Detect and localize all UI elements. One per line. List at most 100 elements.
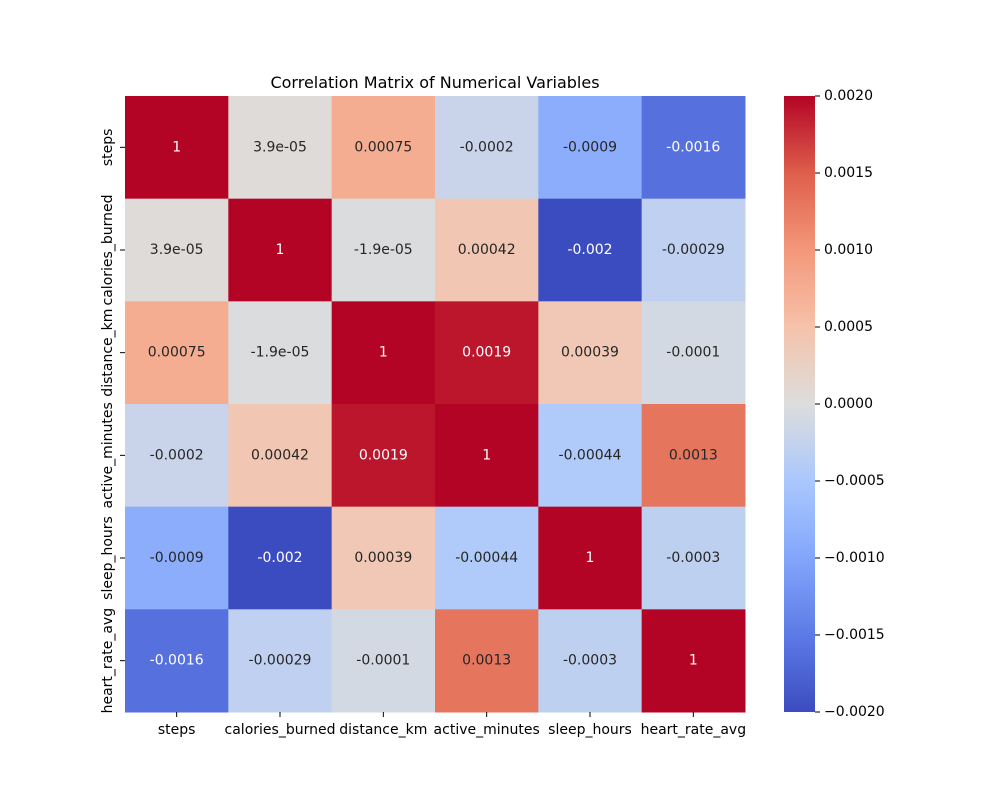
cell-annotation: 0.0019: [359, 447, 408, 463]
cell-annotation: 0.00042: [458, 242, 516, 258]
cell-annotation: 1: [689, 653, 698, 669]
heatmap-cell: [435, 198, 539, 302]
heatmap-cell: [125, 301, 229, 405]
colorbar-tick-label: 0.0005: [824, 319, 873, 335]
cell-annotation: 3.9e-05: [150, 242, 204, 258]
cell-annotation: -0.002: [257, 550, 302, 566]
x-tick-label: active_minutes: [434, 722, 540, 738]
colorbar: 0.0020 0.0015 0.0010 0.0005 0.0000 −0.0005 −0.…: [784, 88, 885, 720]
colorbar-tick-label: −0.0005: [824, 473, 885, 489]
cell-annotation: -0.0016: [666, 139, 720, 155]
x-tick-label: steps: [158, 722, 196, 738]
heatmap-cell: [331, 198, 436, 302]
x-tick-label: sleep_hours: [548, 722, 632, 738]
cell-annotation: 1: [172, 139, 181, 155]
heatmap-cell: [538, 609, 643, 713]
y-tick-label: steps: [100, 129, 116, 167]
heatmap-cell: [228, 96, 333, 200]
heatmap-cell: [125, 609, 229, 713]
cell-annotation: 0.00039: [561, 345, 619, 361]
heatmap-cell: [331, 96, 436, 200]
heatmap-cell: [228, 506, 333, 610]
heatmap-cell: [538, 506, 643, 610]
heatmap-cell: [125, 506, 229, 610]
y-tick-label: heart_rate_avg: [100, 608, 116, 714]
heatmap-cell: [641, 301, 746, 405]
heatmap-cell: [125, 198, 229, 302]
cell-annotation: 0.00039: [354, 550, 412, 566]
heatmap-cell: [641, 198, 746, 302]
heatmap-cell: [538, 301, 643, 405]
x-tick-label: distance_km: [339, 722, 427, 738]
heatmap-cell: [435, 404, 539, 508]
colorbar-gradient: [784, 96, 815, 712]
colorbar-tick-label: 0.0015: [824, 165, 873, 181]
heatmap-cell: [228, 609, 333, 713]
colorbar-tick-label: −0.0015: [824, 627, 885, 643]
heatmap-cell: [538, 96, 643, 200]
y-tick-label: sleep_hours: [100, 516, 116, 600]
cell-annotation: -0.0002: [460, 139, 514, 155]
heatmap-cell: [228, 301, 333, 405]
cell-annotation: -0.00029: [249, 653, 312, 669]
heatmap-cell: [125, 404, 229, 508]
colorbar-tick-label: 0.0020: [824, 88, 873, 104]
cell-annotation: 1: [482, 447, 491, 463]
heatmap-cell: [331, 404, 436, 508]
cell-annotation: 1: [379, 345, 388, 361]
heatmap-cell: [331, 609, 436, 713]
cell-annotation: -0.0003: [563, 653, 617, 669]
cell-annotation: 0.0013: [462, 653, 511, 669]
cell-annotation: -0.00029: [662, 242, 725, 258]
cell-annotation: -0.0001: [666, 345, 720, 361]
heatmap-cell: [331, 301, 436, 405]
cell-annotation: -0.0009: [150, 550, 204, 566]
cell-annotation: -0.0016: [150, 653, 204, 669]
heatmap-cell: [435, 301, 539, 405]
heatmap-cell: [435, 609, 539, 713]
chart-title: Correlation Matrix of Numerical Variable…: [270, 73, 599, 92]
heatmap-cell: [228, 404, 333, 508]
cell-annotation: -0.00044: [559, 447, 622, 463]
heatmap-grid: 1 3.9e-05 0.00075 -0.0002 -0.0009 -0.0016 3.9e…: [125, 96, 746, 713]
colorbar-tick-label: 0.0000: [824, 396, 873, 412]
y-tick-label: distance_km: [100, 309, 116, 397]
cell-annotation: 1: [276, 242, 285, 258]
cell-annotation: 1: [586, 550, 595, 566]
heatmap-cell: [641, 96, 746, 200]
cell-annotation: -0.0003: [666, 550, 720, 566]
cell-annotation: -0.00044: [455, 550, 518, 566]
cell-annotation: 0.0013: [669, 447, 718, 463]
cell-annotation: 0.00042: [251, 447, 309, 463]
y-axis: steps calories_burned distance_km active_mi…: [100, 129, 125, 714]
x-tick-label: calories_burned: [225, 722, 336, 738]
cell-annotation: -0.002: [567, 242, 612, 258]
x-tick-label: heart_rate_avg: [641, 722, 747, 738]
cell-annotation: 3.9e-05: [253, 139, 307, 155]
heatmap-cell: [538, 404, 643, 508]
cell-annotation: -1.9e-05: [251, 345, 310, 361]
heatmap-cell: [125, 96, 229, 200]
x-axis: steps calories_burned distance_km active_mi…: [158, 712, 746, 738]
heatmap-cell: [331, 506, 436, 610]
colorbar-tick-label: −0.0020: [824, 704, 885, 720]
heatmap-cell: [641, 609, 746, 713]
heatmap-cell: [641, 404, 746, 508]
cell-annotation: -1.9e-05: [354, 242, 413, 258]
cell-annotation: -0.0001: [356, 653, 410, 669]
colorbar-tick-label: −0.0010: [824, 550, 885, 566]
colorbar-tick-label: 0.0010: [824, 242, 873, 258]
cell-annotation: 0.00075: [354, 139, 412, 155]
cell-annotation: -0.0009: [563, 139, 617, 155]
y-tick-label: active_minutes: [100, 402, 116, 508]
heatmap-cell: [538, 198, 643, 302]
cell-annotation: 0.00075: [148, 345, 206, 361]
heatmap-cell: [435, 506, 539, 610]
heatmap-cell: [435, 96, 539, 200]
y-tick-label: calories_burned: [100, 195, 116, 306]
heatmap-cell: [228, 198, 333, 302]
heatmap-cell: [641, 506, 746, 610]
cell-annotation: -0.0002: [150, 447, 204, 463]
cell-annotation: 0.0019: [462, 345, 511, 361]
